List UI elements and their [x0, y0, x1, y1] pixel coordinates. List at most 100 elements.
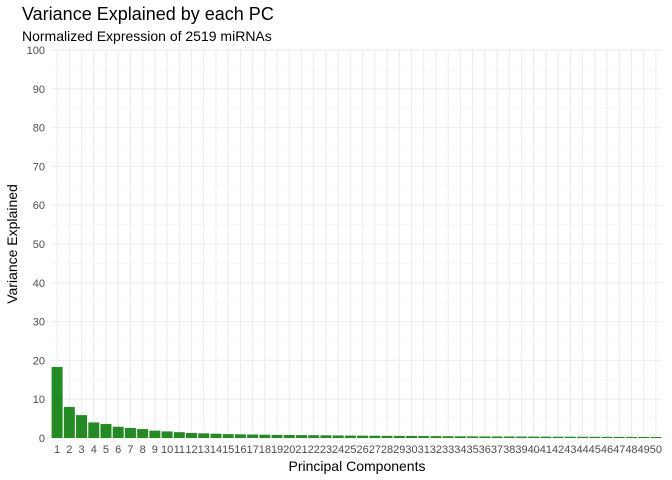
x-tick-label: 47 — [613, 444, 625, 456]
x-axis-title: Principal Components — [289, 458, 426, 474]
x-tick-label: 42 — [552, 444, 564, 456]
y-tick-label: 80 — [33, 123, 45, 135]
x-tick-label: 46 — [601, 444, 613, 456]
bar-pc-38 — [503, 436, 515, 438]
x-tick-label: 30 — [405, 444, 417, 456]
x-tick-label: 22 — [308, 444, 320, 456]
bar-pc-14 — [210, 433, 222, 438]
x-tick-label: 8 — [140, 444, 146, 456]
bar-pc-5 — [100, 424, 112, 438]
y-tick-label: 10 — [33, 394, 45, 406]
x-tick-label: 35 — [466, 444, 478, 456]
x-tick-label: 1 — [54, 444, 60, 456]
x-tick-label: 32 — [430, 444, 442, 456]
x-tick-label: 24 — [332, 444, 344, 456]
bar-pc-50 — [650, 436, 662, 438]
x-tick-label: 19 — [271, 444, 283, 456]
bar-pc-19 — [271, 434, 283, 438]
x-tick-label: 10 — [161, 444, 173, 456]
x-tick-label: 16 — [234, 444, 246, 456]
x-tick-label: 41 — [540, 444, 552, 456]
x-tick-label: 31 — [418, 444, 430, 456]
bar-pc-44 — [577, 436, 589, 438]
x-tick-label: 5 — [103, 444, 109, 456]
bar-pc-17 — [247, 434, 259, 438]
x-tick-label: 21 — [295, 444, 307, 456]
x-tick-label: 7 — [127, 444, 133, 456]
x-tick-label: 11 — [174, 444, 185, 456]
bar-pc-41 — [540, 436, 552, 438]
bar-pc-32 — [430, 436, 442, 438]
bar-pc-12 — [186, 432, 198, 438]
bar-pc-24 — [332, 435, 344, 438]
x-tick-label: 26 — [356, 444, 368, 456]
x-tick-label: 9 — [152, 444, 158, 456]
bar-pc-26 — [357, 435, 369, 438]
y-axis-title: Variance Explained — [4, 184, 20, 304]
bar-pc-8 — [137, 429, 149, 438]
bar-pc-18 — [259, 434, 271, 438]
bar-pc-4 — [88, 422, 100, 438]
bar-pc-31 — [418, 436, 430, 438]
x-tick-label: 29 — [393, 444, 405, 456]
x-tick-label: 15 — [222, 444, 234, 456]
x-tick-label: 34 — [454, 444, 466, 456]
bar-pc-22 — [308, 435, 320, 438]
bar-pc-9 — [149, 430, 161, 438]
x-tick-label: 40 — [528, 444, 540, 456]
chart-title: Variance Explained by each PC — [22, 4, 274, 24]
bar-pc-36 — [479, 436, 491, 438]
bar-pc-16 — [234, 434, 246, 438]
bar-pc-35 — [467, 436, 479, 438]
x-tick-label: 39 — [515, 444, 527, 456]
x-tick-label: 38 — [503, 444, 515, 456]
bar-pc-49 — [638, 436, 650, 438]
y-axis-ticks: 0 10 20 30 40 50 60 70 80 90 100 — [27, 45, 45, 445]
bar-pc-39 — [515, 436, 527, 438]
bar-pc-27 — [369, 435, 381, 438]
bar-pc-29 — [393, 435, 405, 438]
x-tick-label: 14 — [210, 444, 222, 456]
bar-pc-7 — [124, 427, 136, 438]
x-tick-label: 17 — [247, 444, 259, 456]
y-tick-label: 30 — [33, 317, 45, 329]
bar-pc-45 — [589, 436, 601, 438]
x-tick-label: 13 — [198, 444, 210, 456]
y-tick-label: 50 — [33, 239, 45, 251]
x-tick-label: 37 — [491, 444, 503, 456]
x-tick-label: 48 — [625, 444, 637, 456]
bar-pc-37 — [491, 436, 503, 438]
y-tick-label: 100 — [27, 45, 45, 57]
x-tick-label: 4 — [91, 444, 97, 456]
bar-pc-33 — [442, 436, 454, 438]
bar-pc-23 — [320, 435, 332, 438]
x-tick-label: 3 — [78, 444, 84, 456]
y-tick-label: 0 — [39, 433, 45, 445]
x-tick-label: 18 — [259, 444, 271, 456]
x-tick-label: 45 — [589, 444, 601, 456]
bar-pc-21 — [296, 435, 308, 438]
bar-pc-30 — [405, 435, 417, 438]
x-axis-ticks: 1 2 3 4 5 6 7 8 9 10 11 12 13 14 15 16 17 18 19 20 21 22 23 24 2… — [54, 444, 662, 456]
x-tick-label: 33 — [442, 444, 454, 456]
bar-pc-42 — [552, 436, 564, 438]
bar-pc-46 — [601, 436, 613, 438]
y-tick-label: 20 — [33, 355, 45, 367]
x-tick-label: 50 — [650, 444, 662, 456]
x-tick-label: 36 — [479, 444, 491, 456]
x-tick-label: 44 — [576, 444, 588, 456]
y-tick-label: 70 — [33, 161, 45, 173]
chart-subtitle: Normalized Expression of 2519 miRNAs — [22, 28, 272, 44]
bar-pc-47 — [613, 436, 625, 438]
bar-pc-10 — [161, 431, 173, 438]
bar-pc-20 — [283, 434, 295, 438]
x-tick-label: 49 — [638, 444, 650, 456]
x-tick-label: 25 — [344, 444, 356, 456]
y-tick-label: 60 — [33, 200, 45, 212]
y-tick-label: 40 — [33, 278, 45, 290]
bar-pc-1 — [51, 366, 63, 438]
bar-pc-40 — [528, 436, 540, 438]
bar-pc-6 — [112, 426, 124, 438]
bar-pc-11 — [173, 432, 185, 438]
